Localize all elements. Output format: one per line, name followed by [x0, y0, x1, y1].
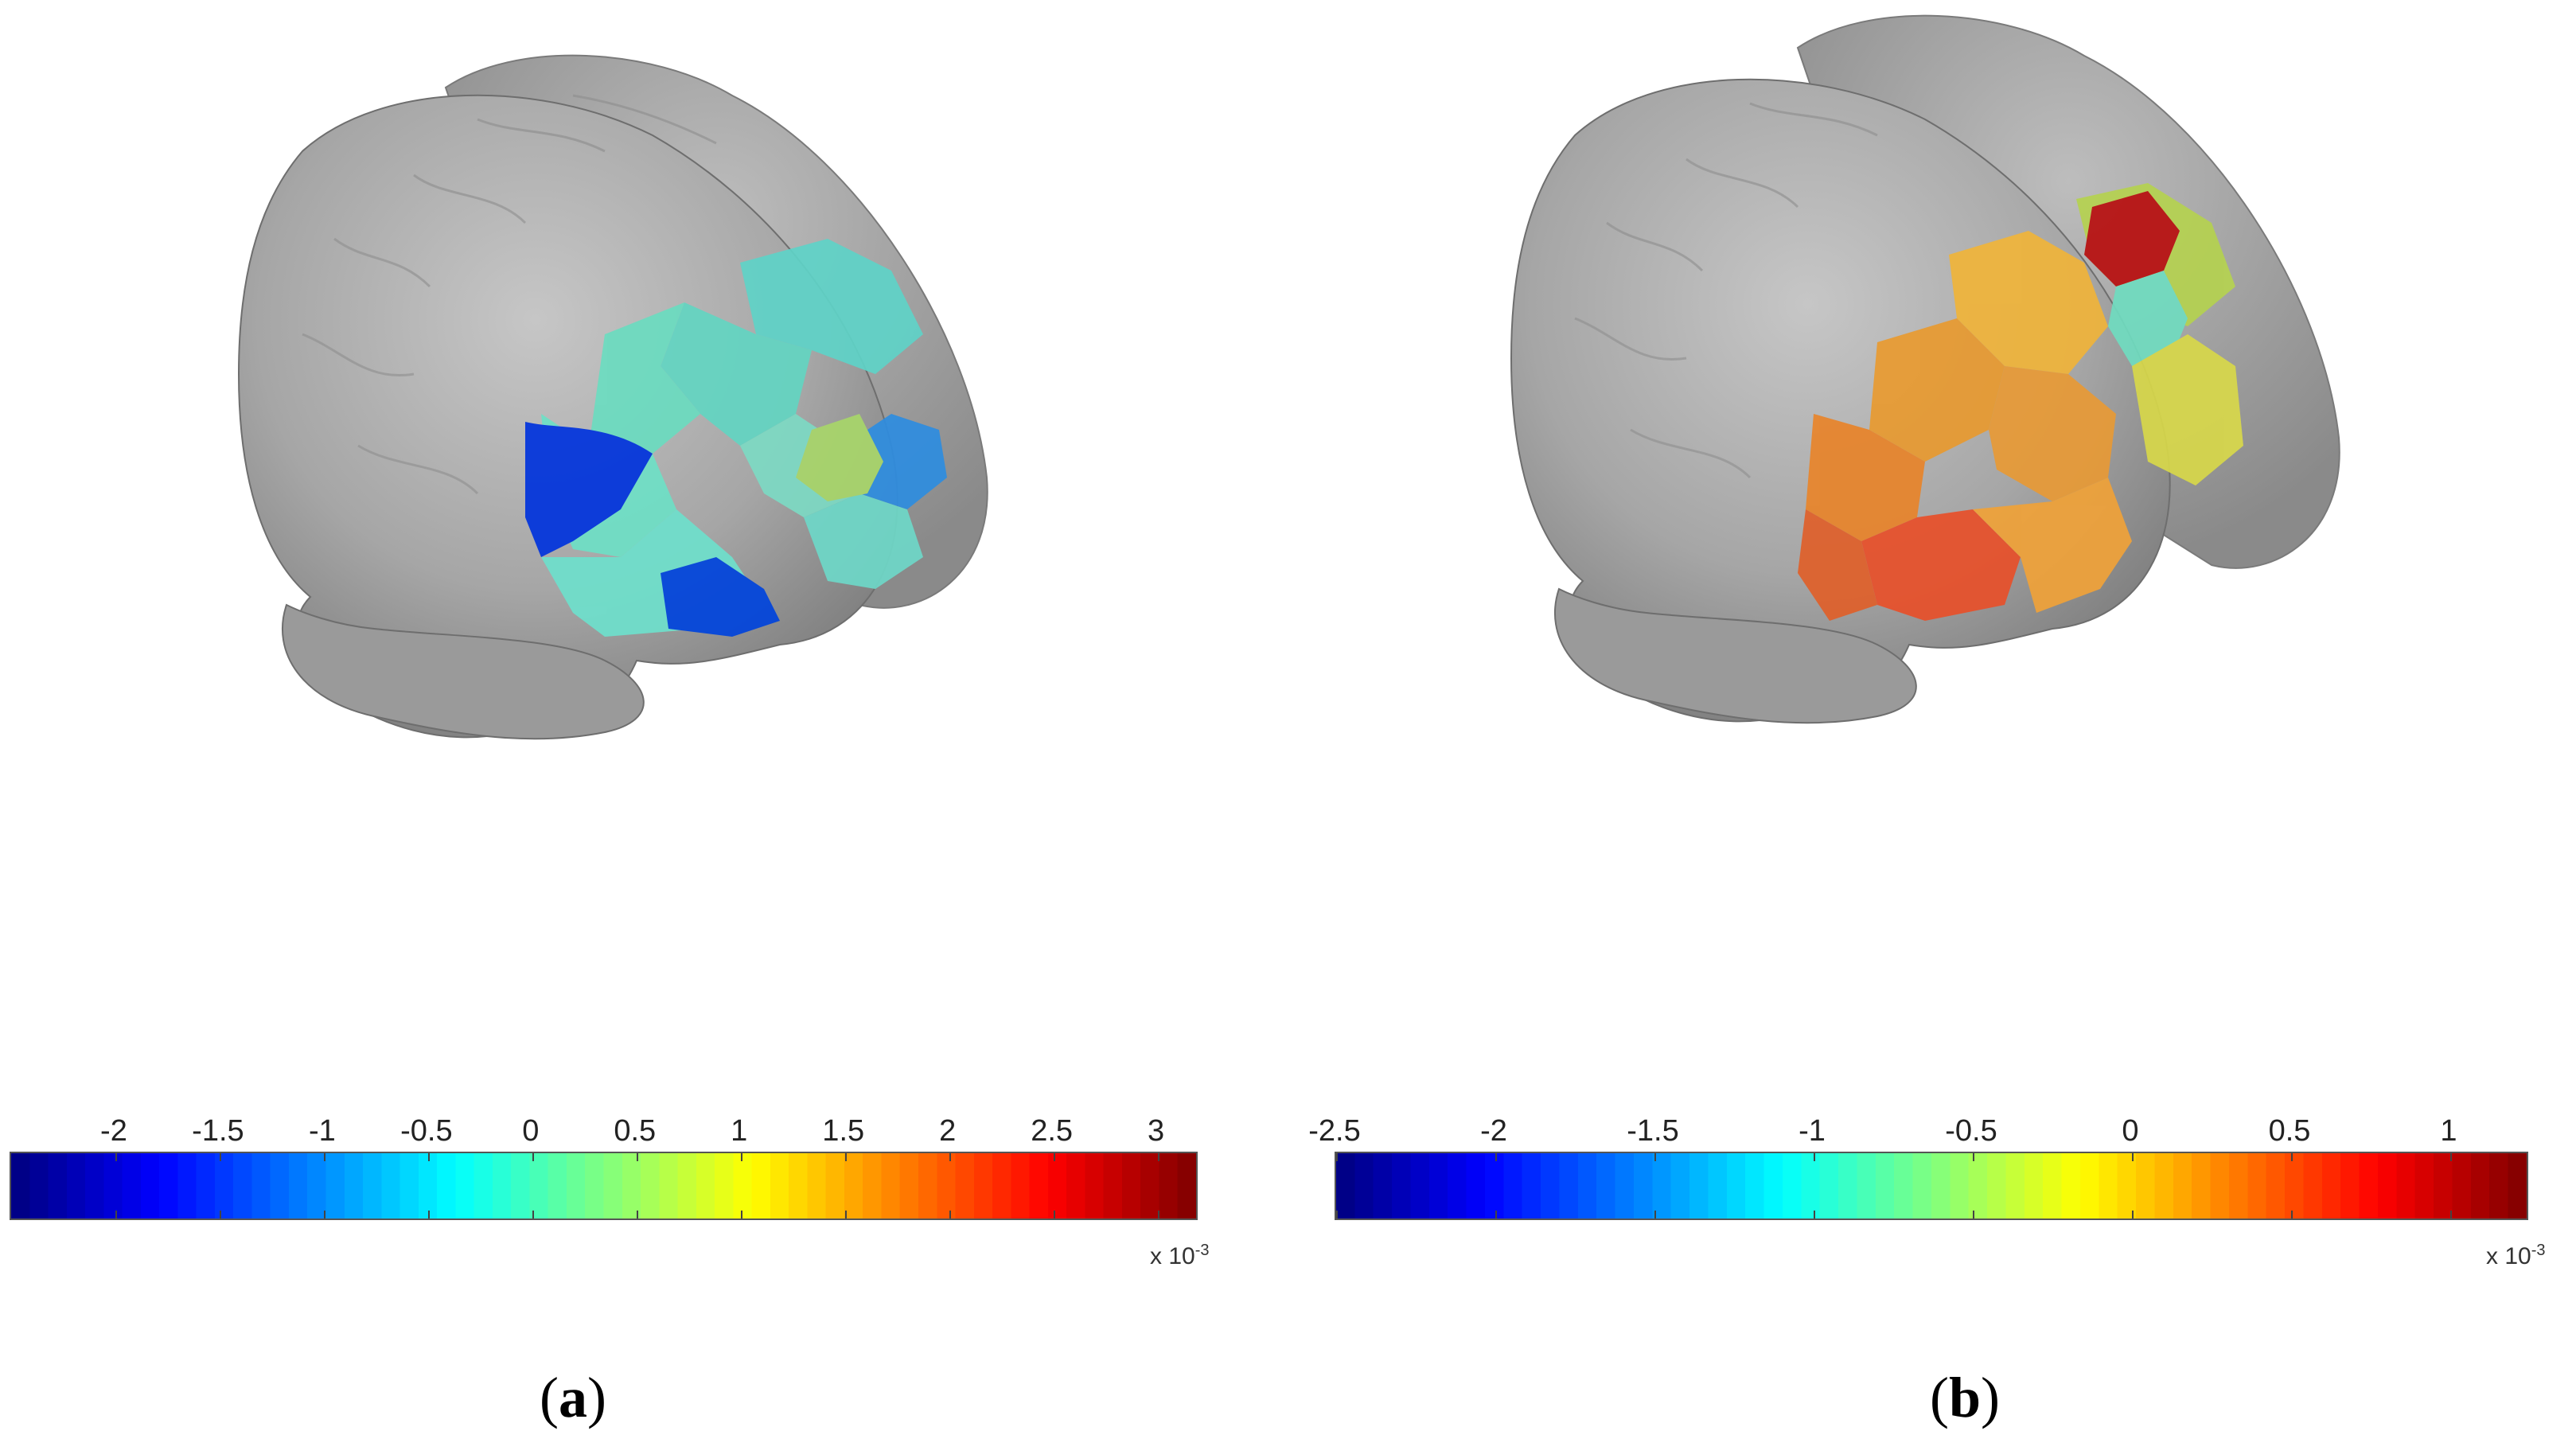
colorbar-tick-mark-b: [1654, 1211, 1656, 1218]
colorbar-tick-label-b: 0.5: [2268, 1114, 2311, 1148]
colorbar-tick-label-b: -0.5: [1945, 1114, 1997, 1148]
colorbar-tick-mark-a: [949, 1153, 951, 1161]
colorbar-a: [10, 1152, 1198, 1220]
colorbar-tick-mark-b: [2450, 1153, 2452, 1161]
colorbar-tick-label-a: 0: [522, 1114, 540, 1148]
colorbar-tick-label-a: 2: [939, 1114, 957, 1148]
colorbar-tick-label-a: 1.5: [822, 1114, 865, 1148]
colorbar-tick-label-a: -2: [100, 1114, 127, 1148]
colorbar-tick-mark-a: [949, 1211, 951, 1218]
exponent-power-b: -3: [2531, 1242, 2546, 1259]
colorbar-tick-mark-b: [1336, 1211, 1338, 1218]
caption-a: (a): [540, 1366, 606, 1429]
colorbar-tick-label-a: -1: [308, 1114, 336, 1148]
brain-gyri-texture-b: [1574, 102, 1878, 479]
colorbar-tick-mark-a: [115, 1211, 117, 1218]
colorbar-ticks-a: -2 -1.5 -1 -0.5 0 0.5 1 1.5 2 2.5 3: [10, 1114, 1198, 1148]
colorbar-tick-mark-a: [1053, 1211, 1055, 1218]
colorbar-tick-mark-a: [532, 1211, 534, 1218]
caption-letter-a: a: [559, 1366, 587, 1429]
colorbar-tick-label-b: -1: [1799, 1114, 1826, 1148]
colorbar-tick-mark-a: [323, 1211, 325, 1218]
colorbar-tick-label-a: 0.5: [614, 1114, 657, 1148]
colorbar-tick-mark-b: [2132, 1211, 2134, 1218]
colorbar-tick-mark-b: [1973, 1211, 1974, 1218]
colorbar-tick-mark-a: [219, 1211, 221, 1218]
colorbar-tick-label-a: -0.5: [400, 1114, 453, 1148]
colorbar-exponent-b: x 10-3: [2486, 1242, 2546, 1270]
colorbar-tick-mark-b: [1814, 1211, 1815, 1218]
colorbar-tick-label-b: 0: [2122, 1114, 2139, 1148]
colorbar-tick-mark-b: [2132, 1153, 2134, 1161]
colorbar-tick-mark-a: [323, 1153, 325, 1161]
colorbar-tick-mark-b: [2450, 1211, 2452, 1218]
colorbar-tick-mark-a: [1053, 1153, 1055, 1161]
colorbar-tick-label-b: 1: [2440, 1114, 2457, 1148]
colorbar-tick-label-a: -1.5: [192, 1114, 244, 1148]
colorbar-tick-mark-a: [740, 1211, 742, 1218]
colorbar-tick-label-a: 2.5: [1031, 1114, 1074, 1148]
caption-letter-b: b: [1948, 1366, 1982, 1429]
brain-rendering-a: [237, 54, 988, 740]
colorbar-tick-mark-a: [1157, 1211, 1159, 1218]
exponent-base-b: x 10: [2486, 1243, 2531, 1269]
colorbar-tick-mark-a: [427, 1211, 430, 1218]
colorbar-tick-mark-b: [1495, 1211, 1497, 1218]
colorbar-tick-mark-b: [2291, 1153, 2293, 1161]
brain-rendering-b: [1510, 14, 2340, 724]
colorbar-tick-mark-a: [427, 1153, 430, 1161]
colorbar-tick-mark-b: [1654, 1153, 1656, 1161]
panel-a: -2 -1.5 -1 -0.5 0 0.5 1 1.5 2 2.5 3 x 10-3 (a): [10, 54, 1210, 1429]
activation-patches-b: [1798, 183, 2243, 621]
brain-temporal-b: [1554, 587, 1917, 724]
colorbar-tick-mark-a: [1157, 1153, 1159, 1161]
colorbar-tick-mark-b: [1814, 1153, 1815, 1161]
colorbar-tick-mark-a: [844, 1153, 847, 1161]
colorbar-tick-mark-a: [115, 1153, 117, 1161]
colorbar-exponent-a: x 10-3: [1150, 1242, 1210, 1270]
colorbar-tick-label-b: -1.5: [1627, 1114, 1679, 1148]
colorbar-tick-label-a: 3: [1148, 1114, 1165, 1148]
colorbar-tick-label-b: -2: [1480, 1114, 1507, 1148]
colorbar-tick-mark-a: [532, 1153, 534, 1161]
colorbar-tick-mark-a: [740, 1153, 742, 1161]
colorbar-tick-mark-b: [1973, 1153, 1974, 1161]
colorbar-tick-label-a: 1: [731, 1114, 748, 1148]
colorbar-tick-mark-a: [844, 1211, 847, 1218]
colorbar-tick-mark-a: [636, 1211, 638, 1218]
exponent-power-a: -3: [1194, 1242, 1210, 1259]
colorbar-tick-mark-b: [1336, 1153, 1338, 1161]
exponent-base-a: x 10: [1150, 1243, 1195, 1269]
brain-gyri-texture-a: [302, 94, 717, 495]
colorbar-tick-mark-b: [1495, 1153, 1497, 1161]
colorbar-tick-label-b: -2.5: [1308, 1114, 1361, 1148]
colorbar-tick-mark-a: [636, 1153, 638, 1161]
panel-b: -2.5 -2 -1.5 -1 -0.5 0 0.5 1 x 10-3 (b): [1288, 0, 2576, 1431]
colorbar-tick-mark-b: [2291, 1211, 2293, 1218]
activation-patches-a: [525, 239, 947, 637]
caption-b: (b): [1929, 1366, 2001, 1429]
brain-temporal-a: [282, 603, 645, 740]
colorbar-tick-mark-a: [219, 1153, 221, 1161]
colorbar-ticks-b: -2.5 -2 -1.5 -1 -0.5 0 0.5 1: [1308, 1114, 2528, 1148]
colorbar-b: [1335, 1152, 2528, 1220]
